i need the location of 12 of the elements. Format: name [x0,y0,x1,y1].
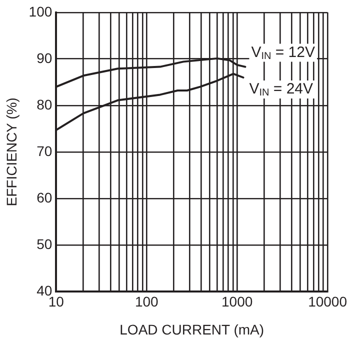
y-tick-label: 100 [28,3,52,20]
x-tick-label: 10000 [308,294,348,310]
y-tick-label: 60 [36,189,52,206]
x-tick-label: 1000 [222,294,253,310]
y-tick-label: 70 [36,142,52,159]
y-axis-title: EFFICIENCY (%) [3,98,20,206]
y-tick-label: 80 [36,96,52,112]
x-tick-label: 100 [134,294,159,310]
y-tick-label: 90 [36,50,52,66]
y-tick-label: 40 [36,282,52,298]
y-tick-label: 50 [36,236,52,252]
x-axis-title: LOAD CURRENT (mA) [120,321,264,338]
